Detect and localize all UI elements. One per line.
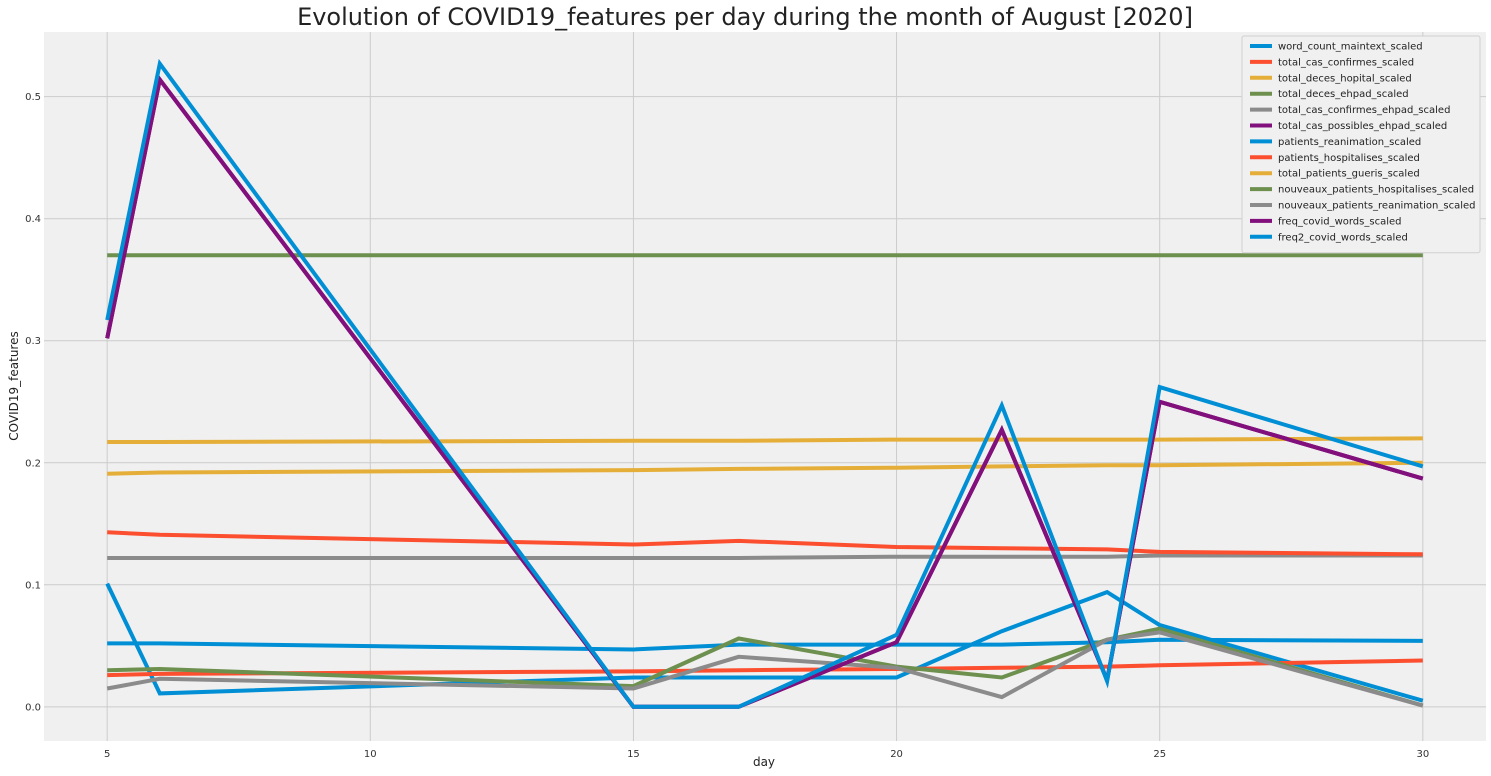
x-tick-label: 30: [1416, 749, 1429, 760]
legend-label: total_cas_confirmes_scaled: [1278, 57, 1414, 68]
y-tick-label: 0.1: [25, 580, 41, 591]
series-line-total_patients_gueris_scaled: [107, 436, 1423, 444]
legend-label: patients_hospitalises_scaled: [1278, 153, 1420, 164]
legend-label: total_patients_gueris_scaled: [1278, 169, 1420, 180]
legend: word_count_maintext_scaled total_cas_conf…: [1241, 35, 1481, 254]
legend-label: patients_reanimation_scaled: [1278, 137, 1421, 148]
series-line-nouveaux_patients_reanimation_scaled: [106, 630, 1424, 708]
y-tick-label: 0.4: [25, 214, 41, 225]
legend-label: nouveaux_patients_reanimation_scaled: [1278, 201, 1475, 212]
legend-label: total_deces_ehpad_scaled: [1278, 89, 1409, 100]
y-tick-label: 0.5: [25, 92, 41, 103]
legend-label: freq2_covid_words_scaled: [1278, 232, 1408, 243]
series-line-word_count_maintext_scaled: [105, 582, 1424, 703]
series-lines: [105, 58, 1424, 709]
legend-label: total_deces_hopital_scaled: [1278, 73, 1412, 84]
tick-labels: 5 10 15 20 25 30 0.0 0.1 0.2 0.3 0.4 0.5: [25, 92, 1429, 760]
series-line-total_cas_confirmes_ehpad_scaled: [107, 553, 1423, 560]
chart-title: Evolution of COVID19_features per day du…: [297, 3, 1193, 31]
legend-box: [1241, 35, 1481, 254]
x-tick-label: 10: [364, 749, 377, 760]
legend-label: freq_covid_words_scaled: [1278, 216, 1401, 227]
x-tick-label: 20: [890, 749, 903, 760]
legend-label: word_count_maintext_scaled: [1278, 42, 1423, 53]
series-line-freq2_covid_words_scaled: [105, 58, 1424, 709]
x-tick-label: 25: [1153, 749, 1166, 760]
series-line-patients_reanimation_scaled: [107, 637, 1423, 652]
y-axis-label: COVID19_features: [7, 331, 21, 440]
x-axis-label: day: [753, 755, 775, 769]
legend-label: total_cas_possibles_ehpad_scaled: [1278, 121, 1447, 132]
x-tick-label: 15: [627, 749, 640, 760]
y-tick-label: 0.0: [25, 702, 41, 713]
series-line-total_deces_hopital_scaled: [107, 460, 1423, 476]
y-tick-label: 0.2: [25, 458, 41, 469]
y-tick-label: 0.3: [25, 336, 41, 347]
legend-label: nouveaux_patients_hospitalises_scaled: [1278, 185, 1474, 196]
x-tick-label: 5: [104, 749, 110, 760]
series-line-patients_hospitalises_scaled: [107, 530, 1423, 557]
legend-label: total_cas_confirmes_ehpad_scaled: [1278, 105, 1450, 116]
